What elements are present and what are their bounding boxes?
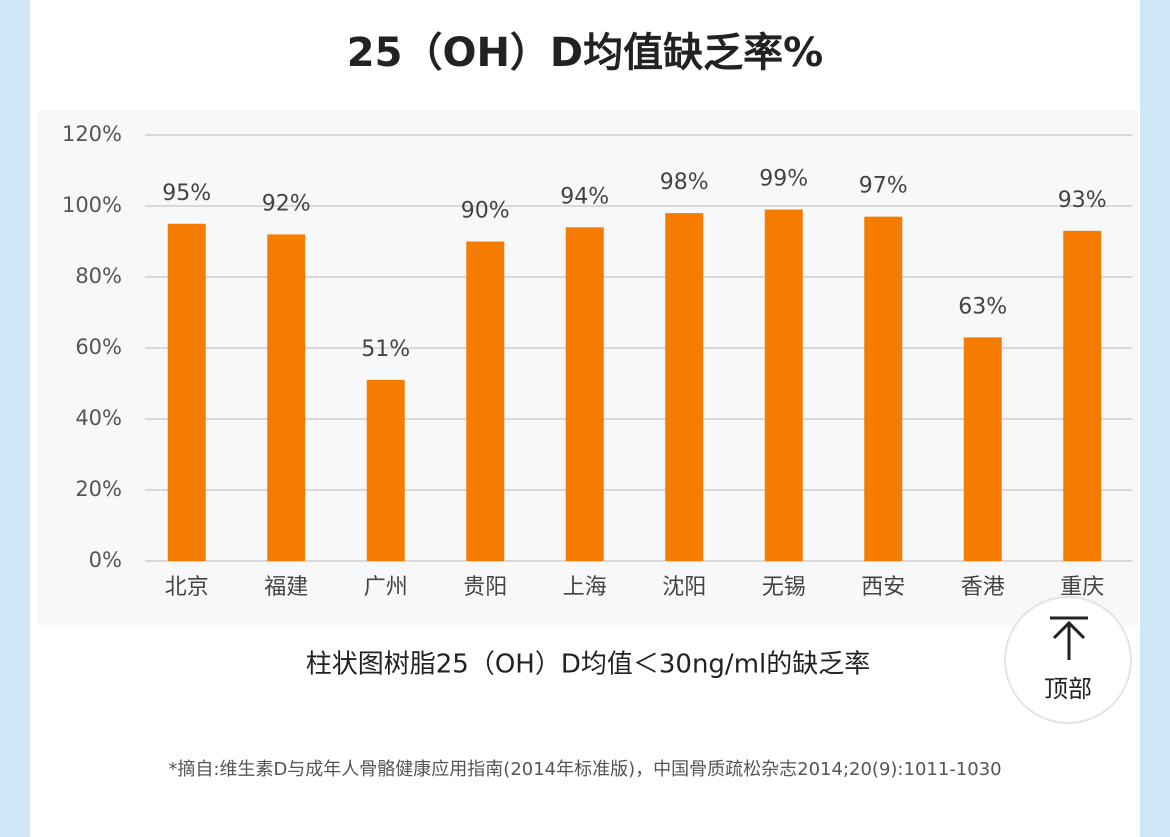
y-tick-label: 20% bbox=[75, 477, 122, 501]
x-tick-label: 北京 bbox=[165, 575, 209, 600]
value-label: 97% bbox=[859, 174, 908, 199]
y-tick-label: 80% bbox=[75, 264, 122, 288]
x-tick-label: 重庆 bbox=[1060, 575, 1104, 600]
y-tick-label: 0% bbox=[89, 548, 122, 572]
bar bbox=[167, 223, 206, 561]
bar bbox=[267, 234, 306, 561]
bar bbox=[366, 379, 405, 561]
x-tick-label: 沈阳 bbox=[662, 575, 706, 600]
x-tick-label: 西安 bbox=[861, 575, 905, 600]
x-tick-label: 无锡 bbox=[762, 575, 806, 600]
y-tick-label: 40% bbox=[75, 406, 122, 430]
back-to-top-button[interactable]: 顶部 bbox=[1004, 596, 1132, 724]
arrow bbox=[1052, 620, 1086, 660]
bar bbox=[864, 216, 903, 561]
bar bbox=[565, 227, 604, 562]
chart-title: 25（OH）D均值缺乏率% bbox=[347, 30, 823, 76]
bar bbox=[665, 213, 704, 561]
bar bbox=[963, 337, 1002, 561]
value-label: 95% bbox=[162, 181, 211, 206]
bar bbox=[764, 209, 803, 562]
bar bbox=[1063, 230, 1102, 561]
y-tick-label: 60% bbox=[75, 335, 122, 359]
x-tick-label: 贵阳 bbox=[463, 575, 507, 600]
bar bbox=[466, 241, 505, 561]
value-label: 63% bbox=[958, 294, 1007, 319]
value-label: 90% bbox=[461, 199, 510, 224]
value-label: 99% bbox=[759, 167, 808, 192]
value-label: 98% bbox=[660, 170, 709, 195]
value-label: 92% bbox=[262, 191, 311, 216]
value-label: 94% bbox=[560, 184, 609, 209]
y-tick-label: 120% bbox=[62, 122, 122, 146]
footnote: *摘自:维生素D与成年人骨骼健康应用指南(2014年标准版)，中国骨质疏松杂志2… bbox=[168, 759, 1001, 780]
value-label: 93% bbox=[1058, 188, 1107, 213]
x-tick-label: 香港 bbox=[961, 575, 1005, 600]
x-tick-label: 上海 bbox=[563, 575, 607, 600]
x-tick-label: 广州 bbox=[364, 575, 408, 600]
y-tick-label: 100% bbox=[62, 193, 122, 217]
value-label: 51% bbox=[361, 337, 410, 362]
caption: 柱状图树脂25（OH）D均值＜30ng/ml的缺乏率 bbox=[306, 650, 871, 680]
x-tick-label: 福建 bbox=[264, 575, 308, 600]
button-label[interactable]: 顶部 bbox=[1044, 675, 1092, 703]
